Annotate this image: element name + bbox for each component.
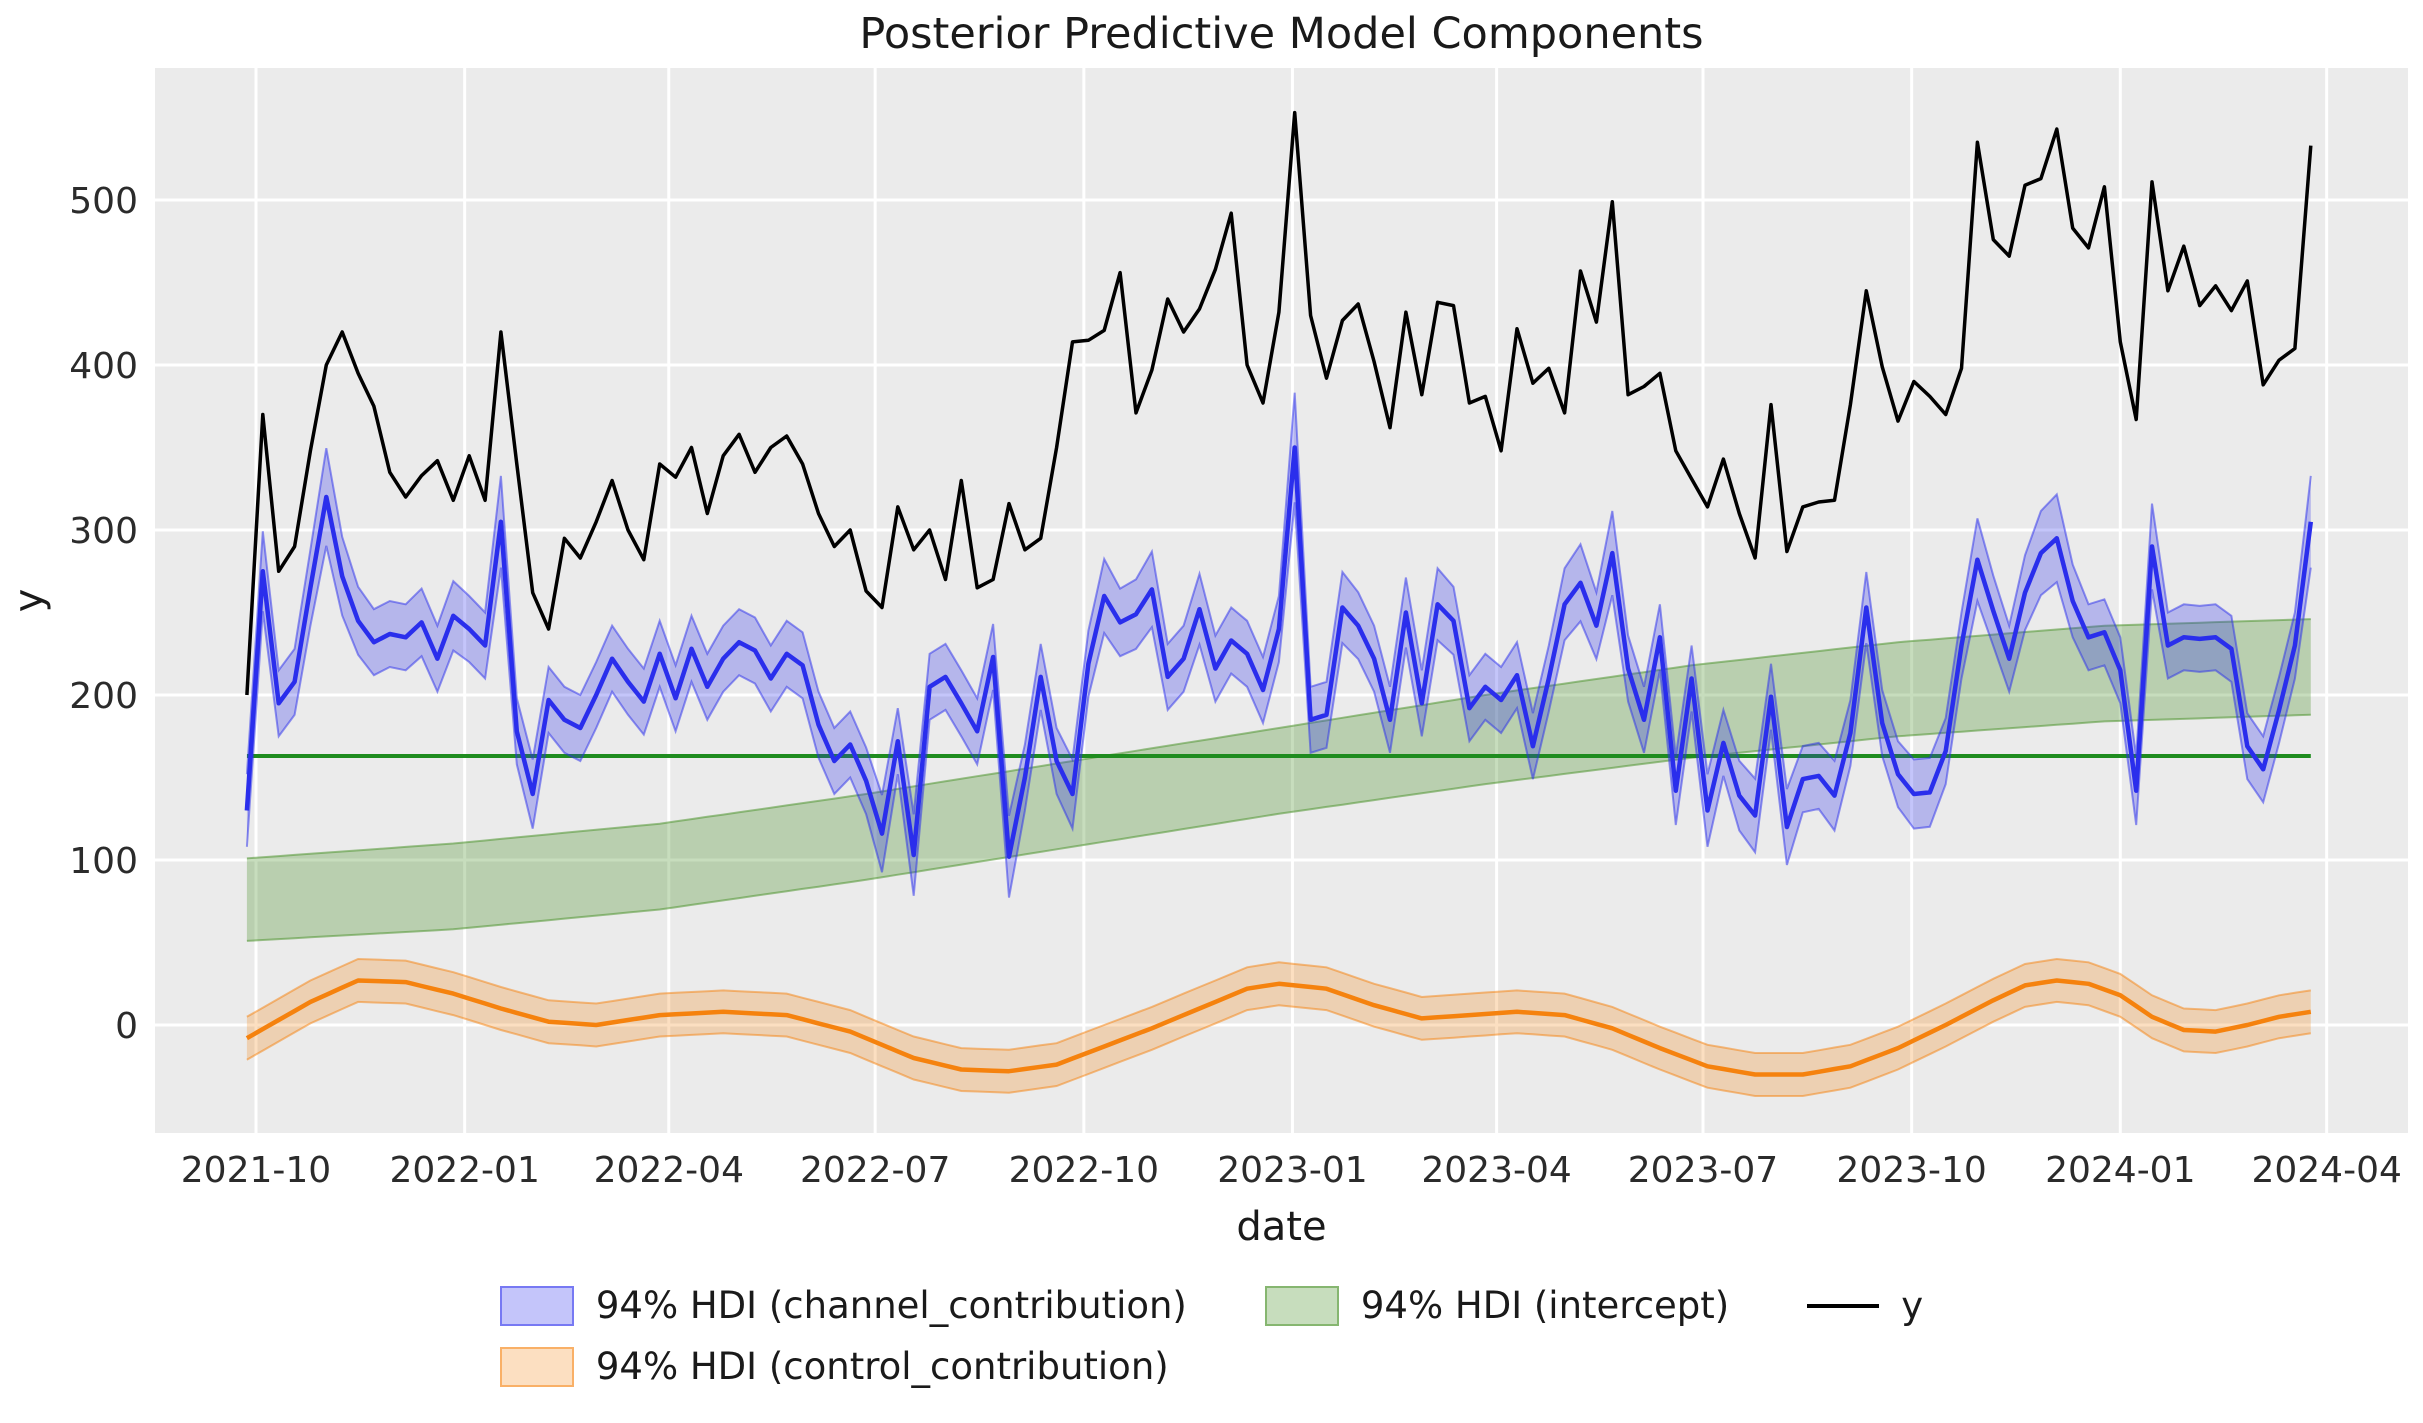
x-tick-label: 2022-10 (1009, 1150, 1159, 1191)
x-tick-label: 2022-04 (594, 1150, 744, 1191)
x-tick-label: 2023-10 (1836, 1150, 1986, 1191)
channel-hdi-swatch (499, 1285, 574, 1326)
y-tick-label: 0 (115, 1006, 138, 1047)
legend-label: y (1901, 1284, 1924, 1327)
legend-item-channel-contribution: 94% HDI (channel_contribution) (499, 1284, 1187, 1327)
control-hdi-band-upper-edge (246, 957, 2311, 1054)
channel-contribution-line (244, 445, 2314, 859)
legend: 94% HDI (channel_contribution) 94% HDI (… (0, 1284, 2423, 1388)
y-line-swatch (1807, 1303, 1880, 1308)
legend-item-control-contribution: 94% HDI (control_contribution) (499, 1345, 1169, 1388)
series-layer (244, 110, 2314, 1097)
legend-grid: 94% HDI (channel_contribution) 94% HDI (… (499, 1284, 1923, 1388)
y-tick-label: 200 (69, 676, 138, 717)
intercept-hdi-band (246, 619, 2311, 941)
intercept-hdi-swatch (1264, 1285, 1339, 1326)
y-tick-label: 300 (69, 511, 138, 552)
y-axis-label: y (6, 589, 52, 613)
y-tick-label: 100 (69, 841, 138, 882)
intercept-hdi-band-upper-edge (246, 618, 2311, 860)
control-hdi-band-lower-edge (246, 1000, 2311, 1097)
intercept-hdi-band-lower-edge (246, 713, 2311, 942)
chart-title: Posterior Predictive Model Components (859, 9, 1703, 59)
legend-item-y: y (1807, 1284, 1923, 1327)
x-tick-label: 2023-01 (1217, 1150, 1367, 1191)
channel-hdi-band-lower-edge (245, 502, 2312, 898)
x-tick-label: 2022-07 (800, 1150, 950, 1191)
y-line (245, 110, 2313, 696)
x-tick-label: 2023-04 (1421, 1150, 1571, 1191)
legend-label: 94% HDI (intercept) (1360, 1284, 1730, 1327)
x-axis-label: date (1236, 1204, 1326, 1250)
x-tick-label: 2021-10 (181, 1150, 331, 1191)
y-tick-label: 400 (69, 346, 138, 387)
x-tick-label: 2024-04 (2251, 1150, 2401, 1191)
legend-label: 94% HDI (control_contribution) (595, 1345, 1169, 1388)
legend-item-intercept: 94% HDI (intercept) (1264, 1284, 1730, 1327)
y-tick-label: 500 (69, 181, 138, 222)
x-tick-label: 2022-01 (389, 1150, 539, 1191)
channel-hdi-band (246, 392, 2311, 898)
x-tick-label: 2023-07 (1628, 1150, 1778, 1191)
legend-label: 94% HDI (channel_contribution) (595, 1284, 1187, 1327)
x-tick-label: 2024-01 (2045, 1150, 2195, 1191)
channel-hdi-band-upper-edge (245, 392, 2312, 817)
gridlines (155, 68, 2408, 1133)
control-hdi-swatch (499, 1346, 574, 1387)
control-contribution-line (245, 978, 2312, 1077)
